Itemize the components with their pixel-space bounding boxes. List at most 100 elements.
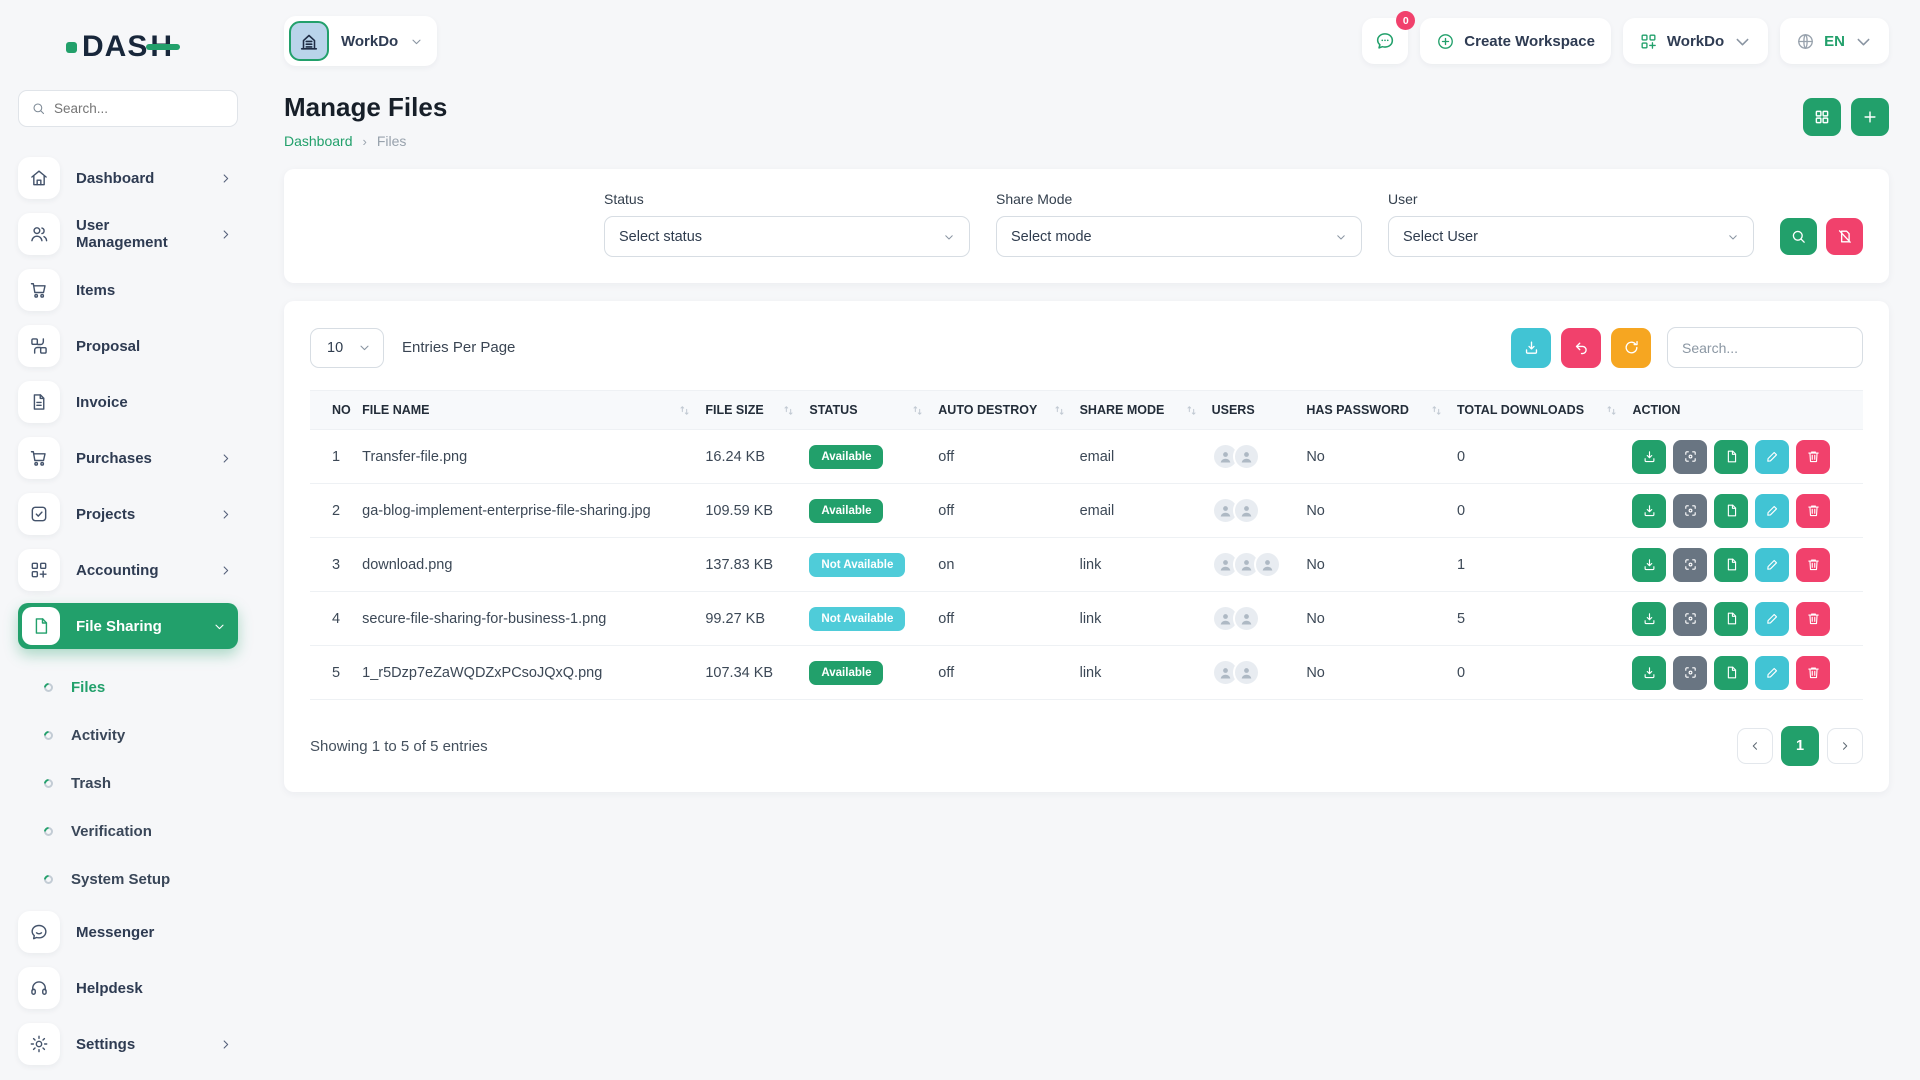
row-actions [1632, 494, 1853, 528]
chevron-down-icon [358, 341, 371, 354]
table-row: 1 Transfer-file.png 16.24 KB Available o… [310, 430, 1863, 484]
column-header[interactable]: TOTAL DOWNLOADS [1453, 391, 1628, 430]
breadcrumb-dashboard-link[interactable]: Dashboard [284, 133, 353, 149]
edit-button[interactable] [1755, 548, 1789, 582]
current-page-button[interactable]: 1 [1781, 726, 1819, 766]
sort-icon[interactable] [911, 404, 924, 417]
sort-icon[interactable] [1605, 404, 1618, 417]
status-badge: Available [809, 445, 883, 469]
sidebar-subitem-verification[interactable]: Verification [18, 807, 238, 855]
preview-button[interactable] [1673, 440, 1707, 474]
copy-link-button[interactable] [1714, 602, 1748, 636]
column-header[interactable]: STATUS [805, 391, 934, 430]
export-button[interactable] [1511, 328, 1551, 368]
column-header[interactable]: AUTO DESTROY [934, 391, 1075, 430]
sidebar-item-purchases[interactable]: Purchases [18, 435, 238, 481]
status-filter-select[interactable]: Select status [604, 216, 970, 257]
user-avatar [1233, 443, 1260, 470]
reset-filters-button[interactable] [1826, 218, 1863, 255]
showing-entries-text: Showing 1 to 5 of 5 entries [310, 738, 488, 755]
auto-destroy: off [934, 646, 1075, 700]
sort-icon[interactable] [1053, 404, 1066, 417]
delete-button[interactable] [1796, 656, 1830, 690]
preview-button[interactable] [1673, 656, 1707, 690]
delete-button[interactable] [1796, 494, 1830, 528]
refresh-button[interactable] [1611, 328, 1651, 368]
preview-button[interactable] [1673, 602, 1707, 636]
sidebar-item-messenger[interactable]: Messenger [18, 909, 238, 955]
create-workspace-button[interactable]: Create Workspace [1420, 18, 1611, 64]
column-header[interactable]: FILE NAME [358, 391, 701, 430]
status-filter-label: Status [604, 191, 970, 207]
language-selector[interactable]: EN [1780, 18, 1889, 64]
user-filter-select[interactable]: Select User [1388, 216, 1754, 257]
copy-link-button[interactable] [1714, 494, 1748, 528]
user-filter-label: User [1388, 191, 1754, 207]
delete-button[interactable] [1796, 440, 1830, 474]
share-mode-filter-select[interactable]: Select mode [996, 216, 1362, 257]
sort-icon[interactable] [1430, 404, 1443, 417]
delete-button[interactable] [1796, 548, 1830, 582]
share-mode: link [1076, 538, 1208, 592]
row-actions [1632, 548, 1853, 582]
entries-per-page-select[interactable]: 10 [310, 328, 384, 368]
download-button[interactable] [1632, 548, 1666, 582]
previous-page-button[interactable] [1737, 728, 1773, 764]
next-page-button[interactable] [1827, 728, 1863, 764]
sidebar-item-settings[interactable]: Settings [18, 1021, 238, 1067]
users-avatars [1212, 605, 1293, 632]
download-button[interactable] [1632, 494, 1666, 528]
delete-button[interactable] [1796, 602, 1830, 636]
sidebar-search-input[interactable] [54, 101, 225, 116]
column-header[interactable]: HAS PASSWORD [1302, 391, 1453, 430]
sidebar-search[interactable] [18, 90, 238, 127]
edit-button[interactable] [1755, 494, 1789, 528]
copy-link-button[interactable] [1714, 440, 1748, 474]
workspace-switcher[interactable]: WorkDo [284, 16, 437, 66]
preview-button[interactable] [1673, 548, 1707, 582]
sidebar-item-accounting[interactable]: Accounting [18, 547, 238, 593]
sidebar-item-projects[interactable]: Projects [18, 491, 238, 537]
sort-icon[interactable] [782, 404, 795, 417]
table-row: 4 secure-file-sharing-for-business-1.png… [310, 592, 1863, 646]
pagination: 1 [1737, 726, 1863, 766]
sidebar-item-items[interactable]: Items [18, 267, 238, 313]
sidebar-subitem-system-setup[interactable]: System Setup [18, 855, 238, 903]
share-mode: email [1076, 430, 1208, 484]
sidebar-item-proposal[interactable]: Proposal [18, 323, 238, 369]
sort-icon[interactable] [1185, 404, 1198, 417]
apply-filters-button[interactable] [1780, 218, 1817, 255]
copy-link-button[interactable] [1714, 548, 1748, 582]
sidebar-item-helpdesk[interactable]: Helpdesk [18, 965, 238, 1011]
download-button[interactable] [1632, 656, 1666, 690]
download-button[interactable] [1632, 440, 1666, 474]
sidebar-item-dashboard[interactable]: Dashboard [18, 155, 238, 201]
document-icon [18, 381, 60, 423]
download-button[interactable] [1632, 602, 1666, 636]
edit-button[interactable] [1755, 440, 1789, 474]
edit-button[interactable] [1755, 602, 1789, 636]
table-search-input[interactable] [1667, 327, 1863, 368]
preview-button[interactable] [1673, 494, 1707, 528]
file-size: 16.24 KB [701, 430, 805, 484]
edit-button[interactable] [1755, 656, 1789, 690]
copy-link-button[interactable] [1714, 656, 1748, 690]
workdo-menu-button[interactable]: WorkDo [1623, 18, 1768, 64]
bullet-icon [42, 825, 55, 838]
sidebar-item-invoice[interactable]: Invoice [18, 379, 238, 425]
status-badge: Not Available [809, 607, 905, 631]
add-file-button[interactable] [1851, 98, 1889, 136]
messages-button[interactable]: 0 [1362, 18, 1408, 64]
sidebar-subitem-activity[interactable]: Activity [18, 711, 238, 759]
sort-icon[interactable] [678, 404, 691, 417]
grid-view-button[interactable] [1803, 98, 1841, 136]
column-header[interactable]: SHARE MODE [1076, 391, 1208, 430]
column-header[interactable]: FILE SIZE [701, 391, 805, 430]
sidebar-subitem-trash[interactable]: Trash [18, 759, 238, 807]
sidebar-subitem-files[interactable]: Files [18, 663, 238, 711]
sidebar-item-user-management[interactable]: User Management [18, 211, 238, 257]
sidebar-item-file-sharing[interactable]: File Sharing [18, 603, 238, 649]
undo-button[interactable] [1561, 328, 1601, 368]
users-avatars [1212, 443, 1293, 470]
topbar: WorkDo 0 Create Workspace WorkDo [284, 0, 1889, 70]
